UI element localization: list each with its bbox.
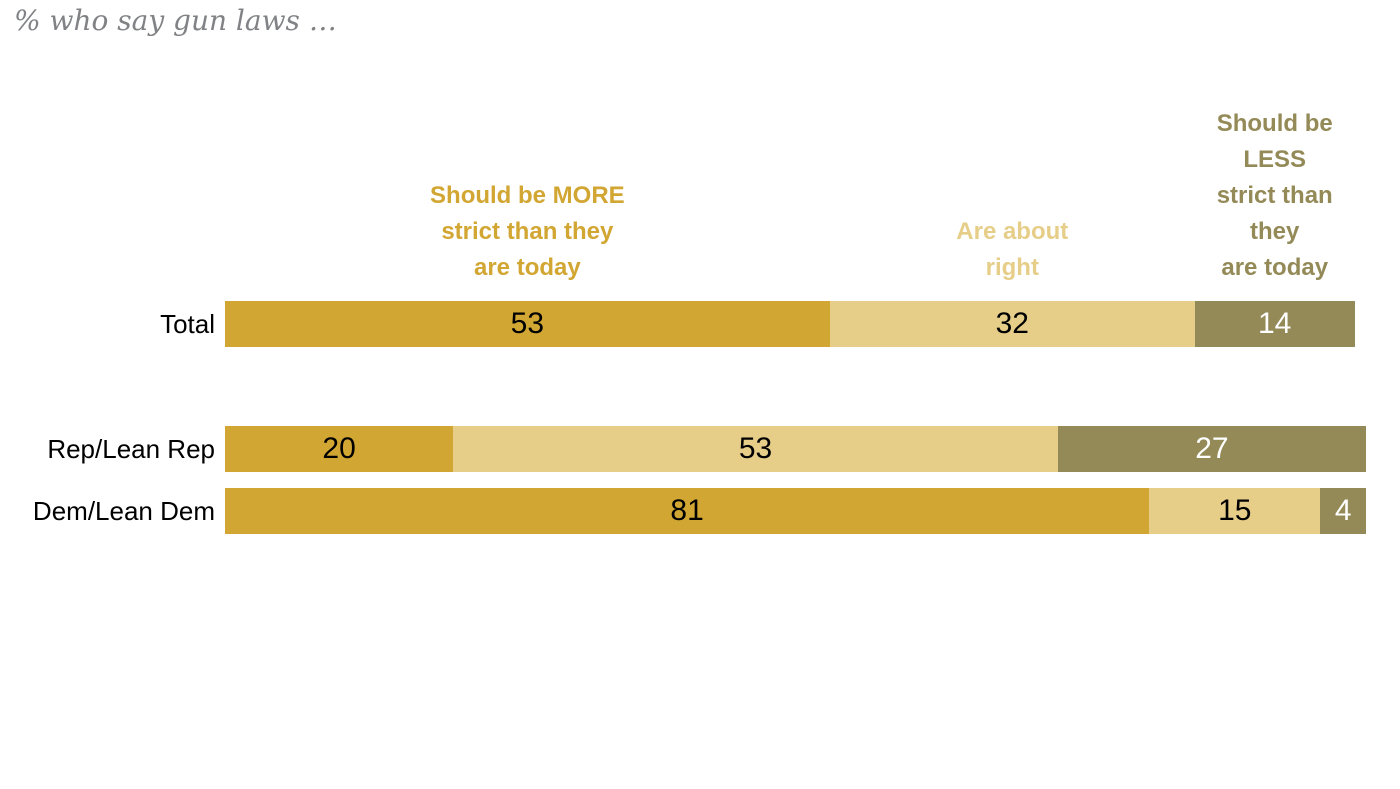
bar-value-label: 14 bbox=[1258, 307, 1292, 340]
bar-segment: 32 bbox=[829, 301, 1195, 347]
bar-value-label: 53 bbox=[510, 307, 545, 340]
bar-value-label: 15 bbox=[1218, 494, 1252, 527]
bar-segment: 20 bbox=[225, 426, 454, 472]
bar-value-label: 81 bbox=[670, 494, 704, 527]
bar-segment: 81 bbox=[225, 488, 1150, 534]
series-header: Are about right bbox=[956, 218, 1069, 281]
series-header: Should be LESS strict than they are toda… bbox=[1216, 110, 1333, 281]
bar-row: Rep/Lean Rep 20 53 27 bbox=[0, 426, 1400, 472]
bar-segment: 27 bbox=[1057, 426, 1366, 472]
row-label: Rep/Lean Rep bbox=[47, 433, 215, 464]
series-header: Should be MORE strict than they are toda… bbox=[430, 182, 625, 281]
bar-value-label: 32 bbox=[995, 307, 1029, 340]
row-label: Dem/Lean Dem bbox=[32, 495, 215, 526]
row-label: Total bbox=[160, 308, 215, 339]
bar-segment: 53 bbox=[225, 301, 830, 347]
bar-segment: 4 bbox=[1320, 488, 1366, 534]
bar-segment: 14 bbox=[1194, 301, 1355, 347]
bar-value-label: 27 bbox=[1195, 432, 1229, 465]
bar-value-label: 20 bbox=[322, 432, 356, 465]
bar-track: 81 15 4 bbox=[225, 488, 1366, 534]
series-headers: Should be MORE strict than they are toda… bbox=[0, 110, 1400, 292]
bar-segment: 15 bbox=[1149, 488, 1321, 534]
bar-segment: 53 bbox=[453, 426, 1058, 472]
bar-track: 20 53 27 bbox=[225, 426, 1366, 472]
bar-value-label: 53 bbox=[738, 432, 773, 465]
bar-row: Total 53 32 14 bbox=[0, 301, 1400, 347]
bar-value-label: 4 bbox=[1334, 494, 1352, 527]
bar-row: Dem/Lean Dem 81 15 4 bbox=[0, 488, 1400, 534]
chart-title: % who say gun laws … bbox=[14, 4, 337, 37]
bar-track: 53 32 14 bbox=[225, 301, 1366, 347]
